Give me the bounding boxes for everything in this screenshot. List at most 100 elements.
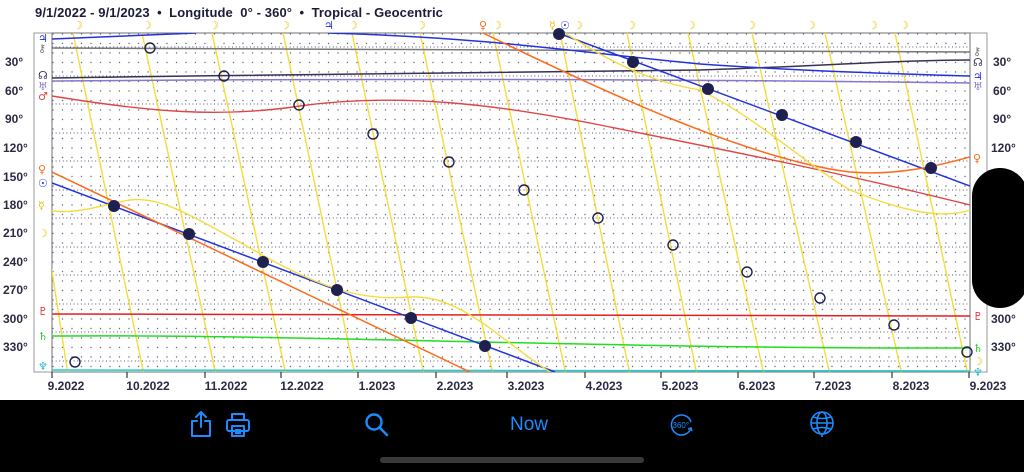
y-label-left-240: 240° xyxy=(3,255,28,269)
top-planet-glyph-icon: ☽ xyxy=(573,19,583,32)
left-planet-glyph-icon: ♀ xyxy=(38,163,47,176)
y-label-left-270: 270° xyxy=(3,283,28,297)
home-indicator[interactable] xyxy=(380,457,644,463)
right-planet-glyph-icon: ♀ xyxy=(973,152,982,165)
top-planet-glyph-icon: ☽ xyxy=(73,19,83,32)
top-planet-glyph-icon: ☽ xyxy=(280,19,290,32)
left-planet-glyph-icon: ☉ xyxy=(38,177,48,190)
printer-icon xyxy=(226,413,250,437)
left-planet-glyph-icon: ☽ xyxy=(38,227,48,240)
left-planet-glyph-icon: ☊ xyxy=(38,69,48,82)
mars-line xyxy=(52,95,970,206)
right-planet-glyph-icon: ♃ xyxy=(973,70,983,83)
top-planet-glyph-icon: ☽ xyxy=(806,19,816,32)
x-label-2-2023: 2.2023 xyxy=(436,379,474,393)
y-label-left-150: 150° xyxy=(3,170,28,184)
y-label-left-300: 300° xyxy=(3,312,28,326)
x-label-7-2023: 7.2023 xyxy=(814,379,852,393)
left-planet-glyph-icon: ♇ xyxy=(38,305,48,318)
top-planet-glyph-icon: ☽ xyxy=(348,19,358,32)
share-icon xyxy=(191,411,211,437)
globe-icon xyxy=(810,411,834,437)
right-planet-glyph-icon: ♅ xyxy=(973,80,983,93)
y-label-left-180: 180° xyxy=(3,198,28,212)
pluto-line xyxy=(52,313,970,317)
top-planet-glyph-icon: ☽ xyxy=(492,19,502,32)
search-button[interactable] xyxy=(364,412,390,443)
right-planet-glyph-icon: ☽ xyxy=(973,355,983,368)
y-label-right-90: 90° xyxy=(993,112,1012,126)
top-planet-glyph-icon: ☽ xyxy=(686,19,696,32)
right-planet-glyph-icon: ♇ xyxy=(973,310,983,323)
x-ticks xyxy=(51,372,970,378)
node-line xyxy=(52,59,970,79)
left-planet-glyph-icon: ♆ xyxy=(38,360,48,373)
right-planet-glyph-icon: ♄ xyxy=(973,342,983,355)
y-label-right-330: 330° xyxy=(991,340,1016,354)
top-planet-glyph-icon: ☽ xyxy=(746,19,756,32)
x-label-9-2023: 9.2023 xyxy=(969,379,1007,393)
top-planet-glyph-icon: ♀ xyxy=(479,19,488,32)
svg-text:360°: 360° xyxy=(673,421,690,430)
top-planet-glyph-icon: ☽ xyxy=(142,19,152,32)
y-label-left-60: 60° xyxy=(5,84,24,98)
y-label-right-30: 30° xyxy=(993,55,1012,69)
x-label-4-2023: 4.2023 xyxy=(585,379,623,393)
x-label-6-2023: 6.2023 xyxy=(738,379,776,393)
left-planet-glyph-icon: ☿ xyxy=(38,199,45,212)
right-planet-glyph-icon: ♆ xyxy=(973,366,983,379)
left-planet-glyph-icon: ⚷ xyxy=(38,42,47,55)
360-view-button[interactable]: 360° xyxy=(669,412,695,443)
chiron-line xyxy=(52,47,970,53)
x-label-3-2023: 3.2023 xyxy=(507,379,545,393)
top-planet-glyph-icon: ☉ xyxy=(560,19,570,32)
y-label-left-90: 90° xyxy=(5,112,24,126)
x-label-5-2023: 5.2023 xyxy=(661,379,699,393)
top-planet-glyph-icon: ☽ xyxy=(209,19,219,32)
x-label-8-2023: 8.2023 xyxy=(892,379,930,393)
left-planet-glyph-icon: ♂ xyxy=(38,90,48,103)
right-planet-glyph-icon: ☊ xyxy=(973,56,983,69)
left-planet-glyph-icon: ♅ xyxy=(38,80,48,93)
y-label-left-120: 120° xyxy=(3,141,28,155)
right-planet-glyph-icon: ⚷ xyxy=(973,45,982,58)
scroll-overlay-indicator xyxy=(972,168,1024,308)
x-label-12-2022: 12.2022 xyxy=(280,379,324,393)
left-planet-glyph-icon: ♄ xyxy=(38,330,48,343)
360-rotate-icon: 360° xyxy=(670,414,693,436)
x-label-1-2023: 1.2023 xyxy=(358,379,396,393)
y-label-left-210: 210° xyxy=(3,226,28,240)
globe-button[interactable] xyxy=(809,410,835,443)
y-label-left-30: 30° xyxy=(5,55,24,69)
sun-line xyxy=(52,33,970,372)
ephemeris-chart[interactable] xyxy=(0,0,1024,400)
magnifier-icon xyxy=(365,413,389,437)
saturn-line xyxy=(52,335,970,349)
left-planet-glyph-icon: ♃ xyxy=(38,32,48,45)
top-planet-glyph-icon: ☽ xyxy=(899,19,909,32)
y-label-right-300: 300° xyxy=(991,312,1016,326)
top-planet-glyph-icon: ☽ xyxy=(416,19,426,32)
jupiter-line xyxy=(52,33,970,77)
x-label-11-2022: 11.2022 xyxy=(204,379,248,393)
share-button[interactable] xyxy=(189,410,213,443)
y-label-right-60: 60° xyxy=(993,84,1012,98)
chart-title: 9/1/2022 - 9/1/2023 • Longitude 0° - 360… xyxy=(35,5,443,20)
top-planet-glyph-icon: ☽ xyxy=(626,19,636,32)
mercury-line xyxy=(52,33,970,372)
neptune-line xyxy=(52,369,970,372)
now-button[interactable]: Now xyxy=(510,414,549,435)
y-label-left-330: 330° xyxy=(3,340,28,354)
top-planet-glyph-icon: ♃ xyxy=(324,19,334,32)
y-label-right-120: 120° xyxy=(991,141,1016,155)
uranus-line xyxy=(52,78,970,84)
x-label-10-2022: 10.2022 xyxy=(126,379,170,393)
full-moon-markers xyxy=(69,42,973,368)
new-moon-markers xyxy=(108,28,937,352)
grid-dots xyxy=(52,33,970,372)
x-label-9-2022: 9.2022 xyxy=(47,379,85,393)
bottom-toolbar: Now 360° xyxy=(0,400,1024,472)
top-planet-glyph-icon: ☽ xyxy=(868,19,878,32)
print-button[interactable] xyxy=(225,412,251,443)
top-planet-glyph-icon: ☿ xyxy=(549,19,556,32)
